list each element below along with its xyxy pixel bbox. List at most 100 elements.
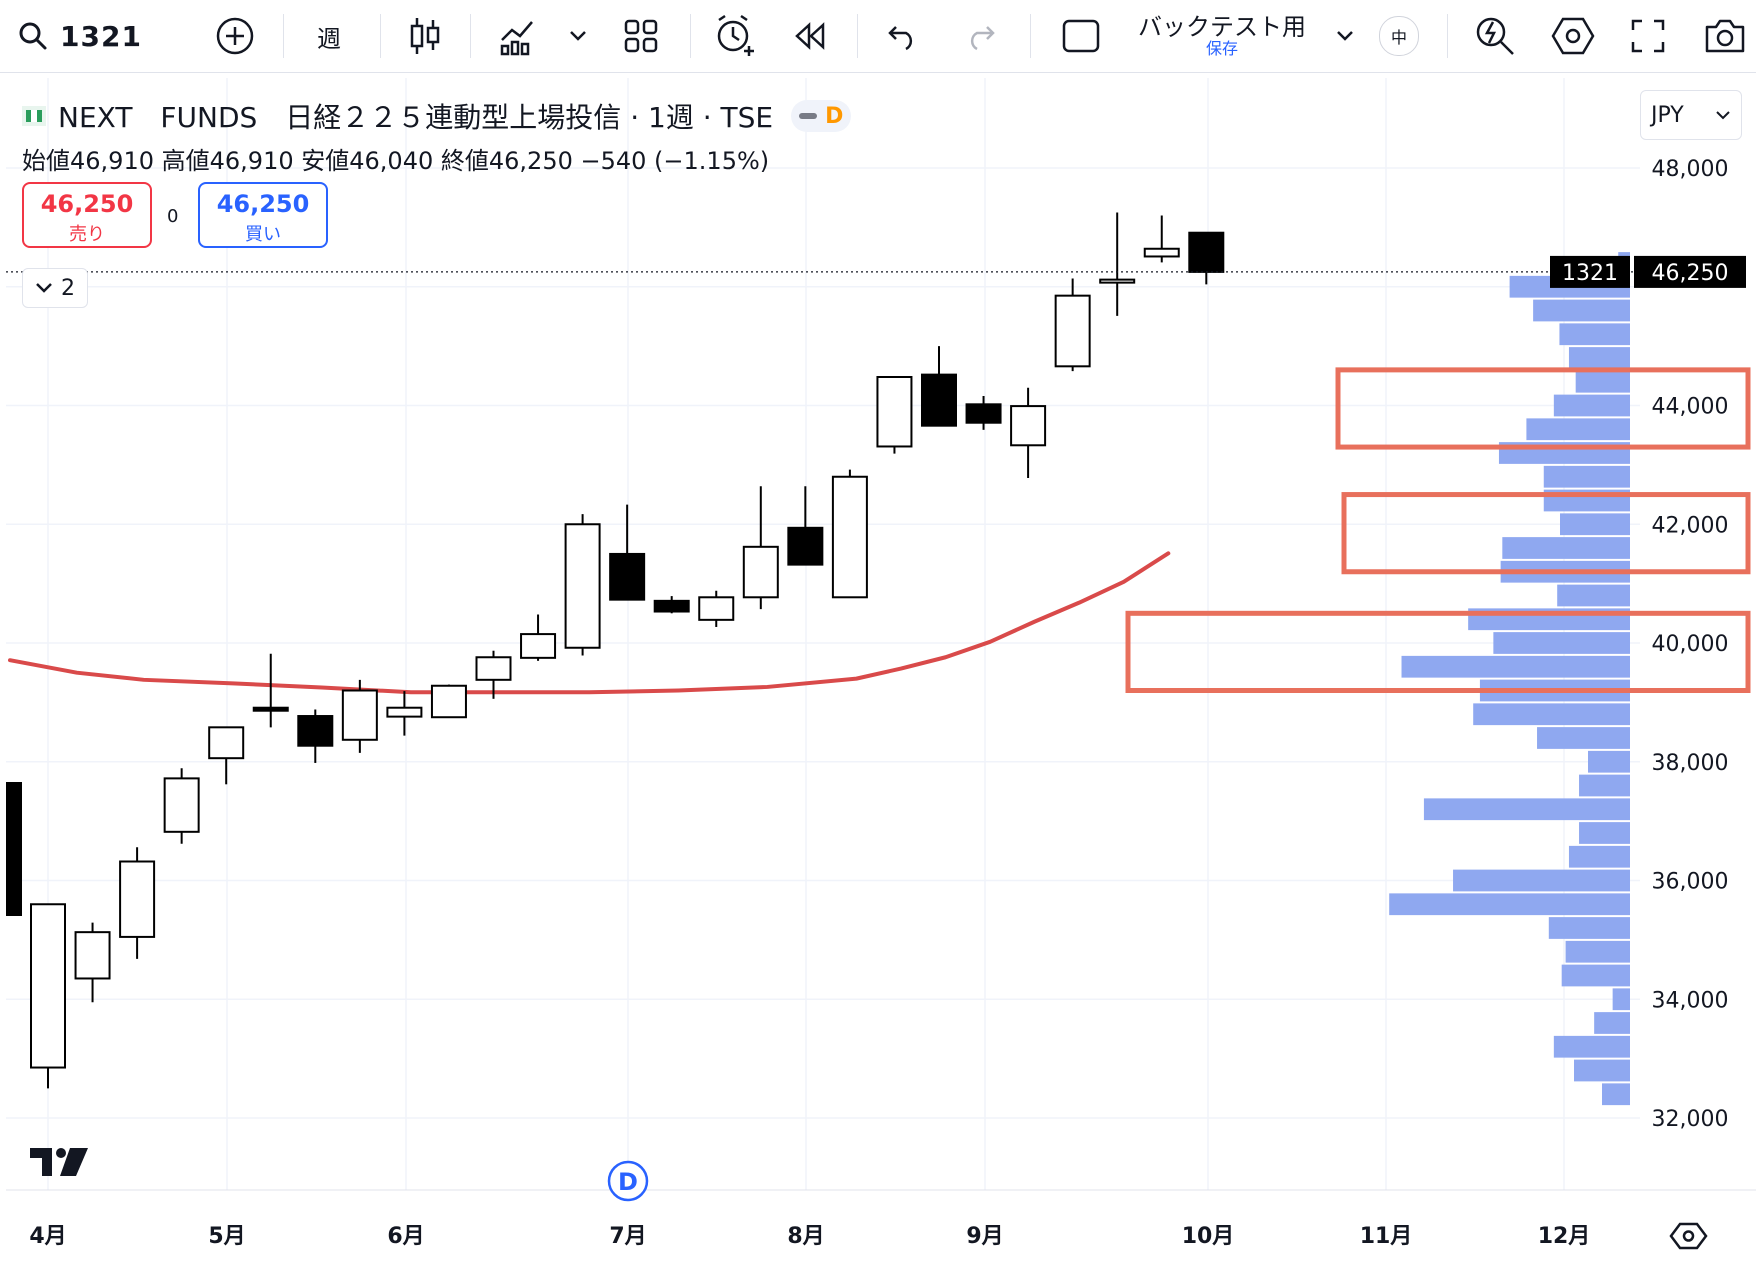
- price-tick-label: 44,000: [1652, 395, 1729, 420]
- interval-button[interactable]: 週: [317, 24, 341, 53]
- candle-body: [475, 656, 512, 681]
- snapshot-button[interactable]: [1700, 0, 1750, 72]
- ohlc-low-label: 安値: [301, 147, 350, 175]
- candle-body: [30, 903, 66, 1069]
- spread-value: 0: [167, 206, 179, 227]
- volume-profile-bar: [1559, 323, 1630, 346]
- volume-profile-bar: [1594, 1012, 1630, 1034]
- search-icon: [19, 22, 47, 50]
- candle-body: [876, 376, 913, 448]
- rewind-icon: [795, 22, 825, 50]
- candlestick-icon: [410, 18, 440, 54]
- volume-profile-bar: [1401, 655, 1630, 678]
- candle-body: [74, 931, 111, 980]
- replay-button[interactable]: [787, 0, 833, 72]
- time-scale: 4月 5月 6月 7月 8月 9月 10月 11月 12月: [29, 1222, 1708, 1250]
- volume-profile-bar: [1526, 418, 1630, 441]
- price-tick-label: 38,000: [1652, 751, 1729, 776]
- time-tick-label: 6月: [387, 1224, 424, 1249]
- candle-body: [1054, 294, 1091, 368]
- dividend-badge: D: [825, 103, 844, 129]
- chart-type-button[interactable]: [402, 0, 448, 72]
- candle-body: [921, 373, 957, 427]
- layout-dropdown[interactable]: [1326, 0, 1364, 72]
- candle-body: [564, 523, 601, 649]
- volume-profile: [1389, 252, 1630, 1106]
- ohlc-open-value: 46,910: [70, 147, 154, 175]
- fullscreen-button[interactable]: [1625, 0, 1671, 72]
- volume-profile-bar: [1537, 727, 1630, 749]
- layout-grid-button[interactable]: [618, 0, 664, 72]
- legend-title-row: NEXT FUNDS 日経２２５連動型上場投信 · 1週 · TSE D: [22, 96, 852, 136]
- volume-profile-bar: [1557, 584, 1630, 607]
- compare-add-button[interactable]: [210, 0, 260, 72]
- alert-button[interactable]: [710, 0, 760, 72]
- moving-average: [8, 551, 1171, 695]
- indicators-button[interactable]: [495, 0, 541, 72]
- chevron-down-icon: [1716, 111, 1730, 120]
- symbol-price-tag: [1550, 255, 1630, 288]
- axis-settings-icon[interactable]: [1669, 1222, 1708, 1250]
- ohlc-open-label: 始値: [22, 147, 70, 175]
- sell-price: 46,250: [40, 190, 134, 218]
- currency-value: JPY: [1651, 102, 1684, 128]
- grid-icon: [624, 19, 658, 53]
- candle-body: [653, 599, 690, 613]
- redo-button[interactable]: [955, 0, 1005, 72]
- legend-badge[interactable]: D: [791, 100, 852, 132]
- volume-profile-bar: [1575, 370, 1630, 393]
- buy-price: 46,250: [216, 190, 310, 218]
- volume-profile-bar: [1473, 703, 1630, 726]
- buy-button[interactable]: 46,250 買い: [198, 182, 328, 248]
- layout-toggle-button[interactable]: [1058, 0, 1104, 72]
- square-icon: [1062, 19, 1100, 53]
- indicators-dropdown[interactable]: [560, 0, 596, 72]
- price-tick-label: 32,000: [1652, 1107, 1729, 1132]
- price-tick-label: 48,000: [1652, 157, 1729, 182]
- candles: [6, 212, 1640, 1089]
- logo-t: [30, 1148, 52, 1176]
- highlight-zone-box: [1341, 492, 1751, 575]
- alert-badge-button[interactable]: 中: [1378, 0, 1420, 72]
- ohlc-change: −540 (−1.15%): [580, 147, 770, 175]
- time-tick-label: 11月: [1360, 1224, 1413, 1249]
- volume-profile-bar: [1560, 513, 1630, 536]
- indicator-collapse-button[interactable]: 2: [22, 268, 88, 308]
- layout-name-button[interactable]: バックテスト用 保存: [1122, 0, 1322, 72]
- price-tick-label: 40,000: [1652, 632, 1729, 657]
- ohlc-high-value: 46,910: [209, 147, 294, 175]
- volume-profile-bar: [1579, 774, 1630, 797]
- price-tick-label: 36,000: [1652, 870, 1729, 895]
- undo-button[interactable]: [878, 0, 928, 72]
- quick-search-button[interactable]: [1470, 0, 1520, 72]
- ohlc-close-label: 終値: [440, 147, 489, 175]
- volume-profile-bar: [1574, 1059, 1630, 1082]
- buy-label: 買い: [245, 224, 281, 245]
- candle-body: [742, 545, 779, 599]
- settings-button[interactable]: [1548, 0, 1598, 72]
- volume-profile-bar: [1389, 893, 1630, 916]
- logo-dot: [56, 1148, 66, 1158]
- volume-profile-bar: [1612, 988, 1630, 1011]
- symbol-search-button[interactable]: 1321: [18, 0, 158, 72]
- volume-profile-bar: [1588, 750, 1630, 773]
- candle-body: [787, 526, 824, 566]
- layout-status: 保存: [1205, 39, 1238, 58]
- volume-profile-bar: [1568, 845, 1630, 868]
- currency-select[interactable]: JPY: [1640, 90, 1742, 140]
- top-toolbar: 1321 週 バックテスト用 保存 中: [0, 0, 1756, 73]
- candle-body: [1143, 247, 1180, 258]
- time-tick-label: 4月: [29, 1224, 66, 1249]
- alert-badge: 中: [1379, 16, 1419, 56]
- sell-button[interactable]: 46,250 売り: [22, 182, 152, 248]
- candle-body: [341, 689, 378, 741]
- candle-body: [698, 596, 735, 621]
- last-price-tag-label: 46,250: [1652, 261, 1729, 286]
- candle-body: [1010, 405, 1047, 447]
- candle-body: [386, 706, 423, 718]
- ohlc-row: 始値46,910 高値46,910 安値46,040 終値46,250 −540…: [22, 141, 769, 176]
- candle-body: [831, 475, 868, 599]
- fullscreen-icon: [1631, 19, 1665, 53]
- volume-profile-bar: [1548, 917, 1630, 939]
